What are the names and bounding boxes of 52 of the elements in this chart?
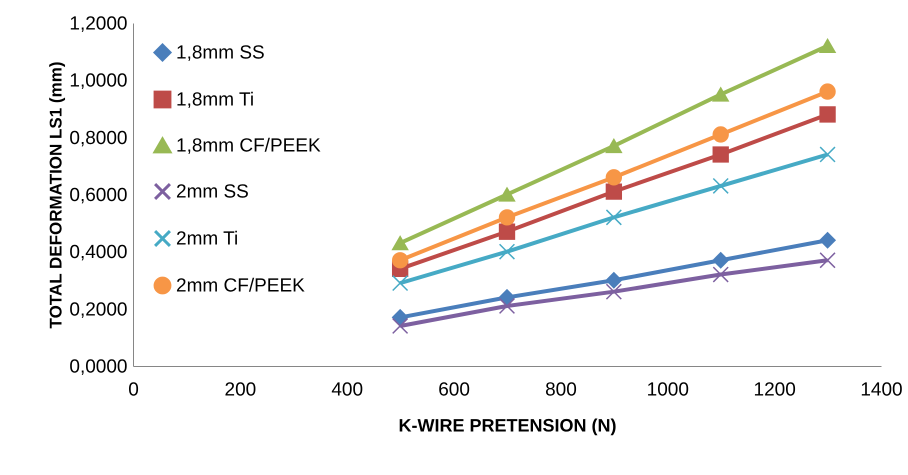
point (498, 223, 516, 240)
y-axis-title: TOTAL DEFORMATION LS1 (mm) (46, 62, 66, 328)
x-tick-label: 0 (128, 380, 139, 400)
point (392, 252, 408, 268)
point (392, 309, 408, 326)
point (819, 106, 836, 123)
y-tick-label: 0,0000 (69, 356, 128, 378)
point (498, 187, 516, 202)
point (498, 298, 516, 314)
x-tick-label: 600 (438, 380, 470, 400)
x-tick-label: 1000 (646, 380, 689, 400)
point (498, 244, 516, 260)
point (392, 236, 408, 250)
point (606, 138, 622, 154)
x-tick-label: 400 (331, 380, 364, 400)
point (712, 266, 729, 283)
legend-label: 1,8mm Ti (176, 90, 254, 110)
point (606, 183, 622, 200)
point (498, 289, 516, 306)
y-tick-label: 0,6000 (69, 185, 128, 206)
legend-label: 2mm SS (176, 182, 249, 202)
point (819, 252, 836, 268)
legend-label: 1,8mm CF/PEEK (176, 136, 321, 156)
point (712, 126, 729, 143)
point (819, 83, 836, 100)
legend-label: 2mm CF/PEEK (176, 276, 306, 296)
point (498, 209, 516, 226)
x-tick-label: 1400 (860, 380, 903, 400)
point (392, 274, 408, 292)
point (712, 178, 729, 194)
point (712, 252, 729, 268)
y-tick-label: 1,0000 (69, 70, 128, 92)
x-axis-title: K-WIRE PRETENSION (N) (398, 416, 616, 436)
y-tick-label: 0,8000 (69, 128, 128, 149)
x-tick-label: 1200 (754, 380, 796, 400)
point (392, 318, 408, 334)
x-tick-label: 200 (224, 380, 256, 400)
point (819, 146, 836, 163)
y-tick-label: 0,4000 (69, 242, 128, 264)
point (606, 284, 622, 300)
point (819, 38, 836, 54)
x-tick-label: 800 (545, 380, 577, 400)
point (712, 87, 729, 102)
point (819, 232, 836, 248)
legend-label: 1,8mm SS (176, 42, 265, 64)
y-tick-label: 1,2000 (69, 14, 128, 34)
point (606, 209, 622, 226)
y-tick-label: 0,2000 (69, 299, 128, 320)
point (712, 146, 729, 163)
point (606, 272, 622, 288)
legend-label: 2mm Ti (176, 228, 238, 250)
point (606, 169, 622, 186)
